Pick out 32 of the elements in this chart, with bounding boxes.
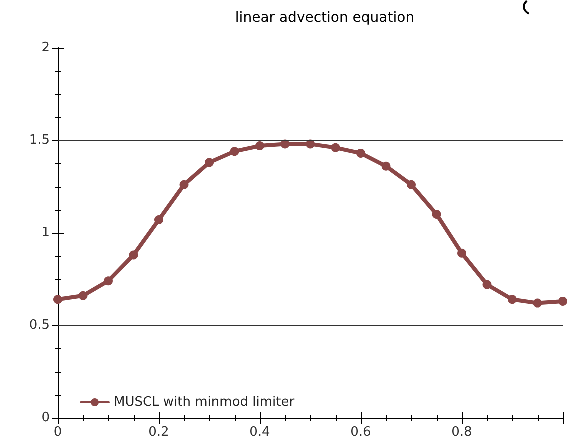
x-tick-label: 0 — [54, 425, 62, 440]
point — [356, 148, 366, 158]
y-tick-label: 0 — [42, 410, 50, 426]
point — [205, 158, 214, 168]
y-tick-label: 0.5 — [29, 318, 50, 333]
point — [382, 162, 391, 171]
point — [154, 216, 164, 225]
x-tick-label: 0.2 — [148, 425, 170, 440]
legend-label: MUSCL with minmod limiter — [114, 395, 296, 410]
point — [180, 180, 189, 190]
point — [230, 147, 240, 156]
y-tick-label: 1.5 — [29, 133, 50, 148]
x-tick-label: 0.4 — [250, 425, 270, 440]
point — [432, 210, 442, 219]
x-tick-label: 0.8 — [452, 425, 472, 440]
point — [78, 291, 88, 300]
point — [256, 142, 264, 151]
point — [508, 295, 517, 304]
point — [458, 248, 466, 258]
point — [558, 296, 568, 306]
point — [104, 276, 113, 286]
point — [129, 250, 138, 260]
y-tick-label: 1 — [42, 226, 50, 240]
point — [306, 140, 315, 149]
point — [54, 295, 62, 304]
x-tick-label: 0.6 — [350, 425, 372, 440]
y-tick-label: 2 — [42, 40, 50, 56]
chart-title: linear advection equation — [235, 10, 415, 26]
point — [407, 180, 416, 190]
point — [533, 298, 542, 308]
point — [331, 143, 340, 152]
point — [482, 280, 492, 290]
